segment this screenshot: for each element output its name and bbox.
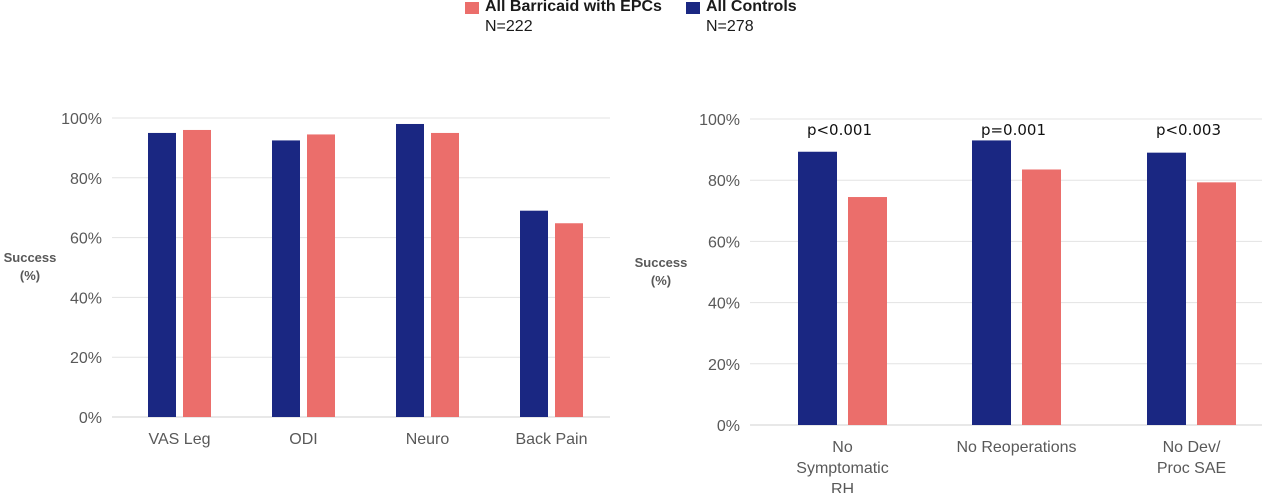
legend-label-controls: All Controls — [706, 0, 797, 15]
y-tick-label: 0% — [79, 410, 102, 427]
y-axis-label: Success — [4, 250, 57, 265]
bar-barricaid — [848, 197, 887, 425]
bar-barricaid — [1022, 169, 1061, 425]
bar-barricaid — [1197, 182, 1236, 425]
p-value-annotation: p=0.001 — [981, 121, 1046, 139]
bar-controls — [798, 151, 837, 425]
bar-controls — [1147, 152, 1186, 425]
x-tick-label: Proc SAE — [1157, 460, 1226, 477]
x-tick-label: No Reoperations — [956, 439, 1076, 456]
bar-barricaid — [307, 134, 335, 417]
bar-controls — [972, 140, 1011, 426]
legend: All Barricaid with EPCs N=222 All Contro… — [0, 0, 1280, 50]
legend-swatch-barricaid — [465, 2, 479, 14]
legend-swatch-controls — [686, 2, 700, 14]
y-tick-label: 40% — [70, 290, 102, 307]
x-tick-label: ODI — [289, 431, 317, 448]
y-tick-label: 60% — [708, 234, 740, 251]
x-tick-label: VAS Leg — [149, 431, 211, 448]
bar-barricaid — [431, 132, 459, 417]
bar-controls — [396, 123, 424, 417]
bar-barricaid — [183, 129, 211, 417]
y-tick-label: 60% — [70, 231, 102, 248]
y-axis-label: (%) — [651, 273, 671, 288]
p-value-annotation: p<0.001 — [807, 121, 872, 139]
x-tick-label: Back Pain — [515, 431, 587, 448]
y-tick-label: 20% — [708, 357, 740, 374]
x-tick-label: No Dev/ — [1163, 439, 1221, 456]
y-tick-label: 100% — [699, 112, 740, 129]
y-tick-label: 0% — [717, 418, 740, 435]
y-tick-label: 20% — [70, 350, 102, 367]
y-tick-label: 80% — [708, 173, 740, 190]
bar-barricaid — [555, 223, 583, 417]
p-value-annotation: p<0.003 — [1156, 121, 1221, 139]
bar-controls — [272, 140, 300, 418]
y-tick-label: 100% — [61, 111, 102, 128]
x-tick-label: No — [832, 439, 853, 456]
legend-count-barricaid: N=222 — [485, 18, 533, 35]
legend-label-barricaid: All Barricaid with EPCs — [485, 0, 662, 15]
x-tick-label: RH — [831, 481, 854, 493]
bar-controls — [148, 132, 176, 417]
y-axis-label: (%) — [20, 268, 40, 283]
x-tick-label: Neuro — [406, 431, 450, 448]
y-axis-label: Success — [635, 255, 688, 270]
y-tick-label: 80% — [70, 171, 102, 188]
y-tick-label: 40% — [708, 296, 740, 313]
legend-count-controls: N=278 — [706, 18, 754, 35]
bar-controls — [520, 210, 548, 417]
x-tick-label: Symptomatic — [796, 460, 888, 477]
